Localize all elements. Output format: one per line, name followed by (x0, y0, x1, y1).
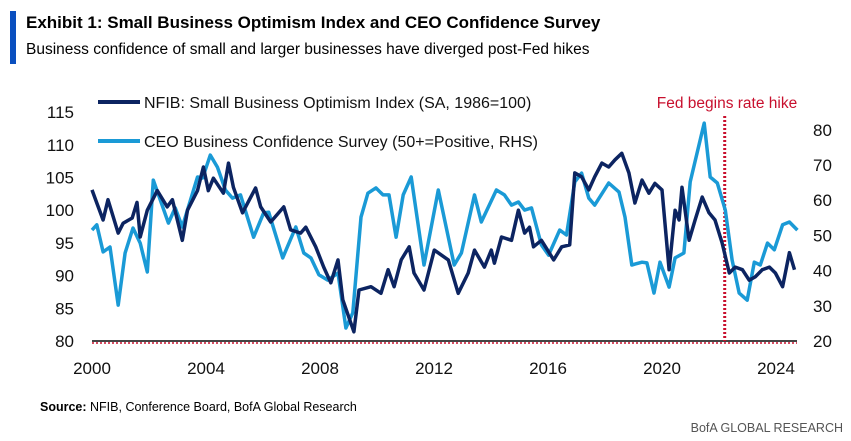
y-right-tick-label: 40 (813, 262, 832, 281)
x-tick-label: 2020 (643, 359, 681, 378)
title-accent-bar (10, 11, 16, 64)
series-line-ceo (90, 121, 799, 330)
x-tick-label: 2016 (529, 359, 567, 378)
y-left-tick-label: 95 (55, 234, 74, 253)
legend-label-nfib: NFIB: Small Business Optimism Index (SA,… (144, 95, 531, 112)
y-left-tick-label: 85 (55, 299, 74, 318)
y-left-tick-label: 80 (55, 332, 74, 351)
y-left-tick-label: 100 (46, 201, 74, 220)
x-tick-label: 2024 (757, 359, 795, 378)
chart-title: Exhibit 1: Small Business Optimism Index… (26, 13, 601, 32)
legend: NFIB: Small Business Optimism Index (SA,… (98, 95, 538, 151)
x-tick-label: 2000 (73, 359, 111, 378)
source-note: Source: NFIB, Conference Board, BofA Glo… (40, 400, 357, 414)
brand-footer: BofA GLOBAL RESEARCH (691, 421, 843, 435)
chart-subtitle: Business confidence of small and larger … (26, 41, 590, 58)
y-right-tick-label: 70 (813, 156, 832, 175)
y-left-tick-label: 110 (47, 136, 74, 155)
series-line-nfib (90, 151, 797, 334)
y-right-tick-label: 60 (813, 191, 832, 210)
y-left-tick-label: 115 (47, 103, 74, 122)
source-label: Source: (40, 400, 87, 414)
y-left-tick-label: 105 (46, 169, 74, 188)
legend-label-ceo: CEO Business Confidence Survey (50+=Posi… (144, 134, 538, 151)
x-tick-label: 2008 (301, 359, 339, 378)
x-tick-label: 2012 (415, 359, 453, 378)
x-tick-label: 2004 (187, 359, 225, 378)
y-right-tick-label: 50 (813, 226, 832, 245)
y-left-tick-label: 90 (55, 267, 74, 286)
y-right-tick-label: 30 (813, 297, 832, 316)
y-right-tick-label: 80 (813, 121, 832, 140)
source-text: NFIB, Conference Board, BofA Global Rese… (87, 400, 357, 414)
fed-hike-annotation: Fed begins rate hike (657, 95, 797, 112)
y-right-tick-label: 20 (813, 332, 832, 351)
